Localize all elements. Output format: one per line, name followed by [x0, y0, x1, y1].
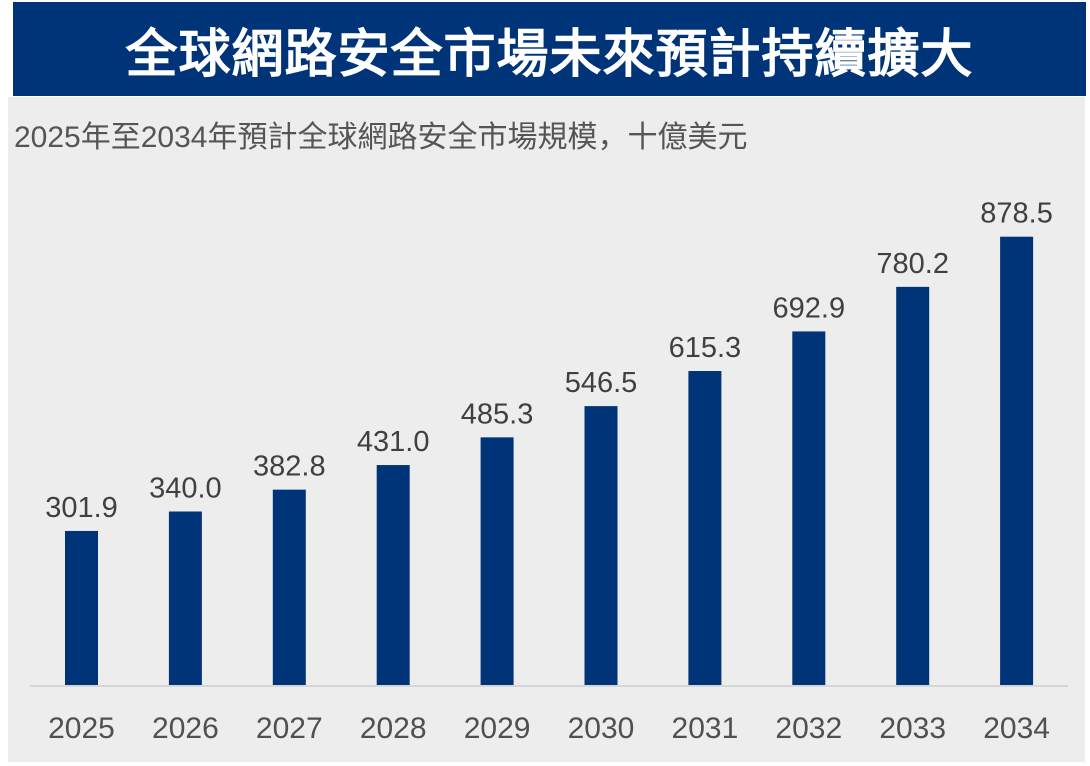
data-label-2025: 301.9: [45, 492, 118, 524]
bar-2029: [480, 437, 514, 685]
data-label-2027: 382.8: [253, 451, 326, 483]
data-label-2034: 878.5: [980, 198, 1053, 230]
chart-title-banner: 全球網路安全市場未來預計持續擴大: [13, 2, 1086, 96]
x-tick-2026: 2026: [152, 712, 219, 745]
bar-2033: [896, 286, 930, 685]
bar-2032: [792, 331, 826, 685]
x-tick-2025: 2025: [48, 712, 115, 745]
bar-2028: [376, 465, 410, 685]
chart-subtitle: 2025年至2034年預計全球網路安全市場規模，十億美元: [14, 121, 748, 154]
x-tick-2028: 2028: [360, 712, 427, 745]
data-label-2031: 615.3: [669, 332, 742, 364]
x-tick-2027: 2027: [256, 712, 323, 745]
bar-2030: [584, 406, 618, 685]
x-tick-2031: 2031: [672, 712, 739, 745]
bar-2031: [688, 371, 722, 685]
bar-2025: [65, 530, 98, 685]
chart-title: 全球網路安全市場未來預計持續擴大: [125, 25, 974, 84]
bar-2026: [168, 511, 202, 685]
x-tick-2030: 2030: [568, 712, 635, 745]
bar-2034: [1000, 236, 1034, 685]
x-tick-2029: 2029: [464, 712, 531, 745]
x-tick-2033: 2033: [879, 712, 946, 745]
data-label-2029: 485.3: [461, 398, 534, 430]
x-tick-2034: 2034: [983, 712, 1050, 745]
data-label-2032: 692.9: [773, 292, 846, 324]
bar-2027: [272, 489, 306, 685]
data-label-2030: 546.5: [565, 367, 638, 399]
x-tick-2032: 2032: [775, 712, 842, 745]
data-label-2028: 431.0: [357, 426, 430, 458]
data-label-2033: 780.2: [876, 248, 949, 280]
data-label-2026: 340.0: [149, 472, 222, 504]
